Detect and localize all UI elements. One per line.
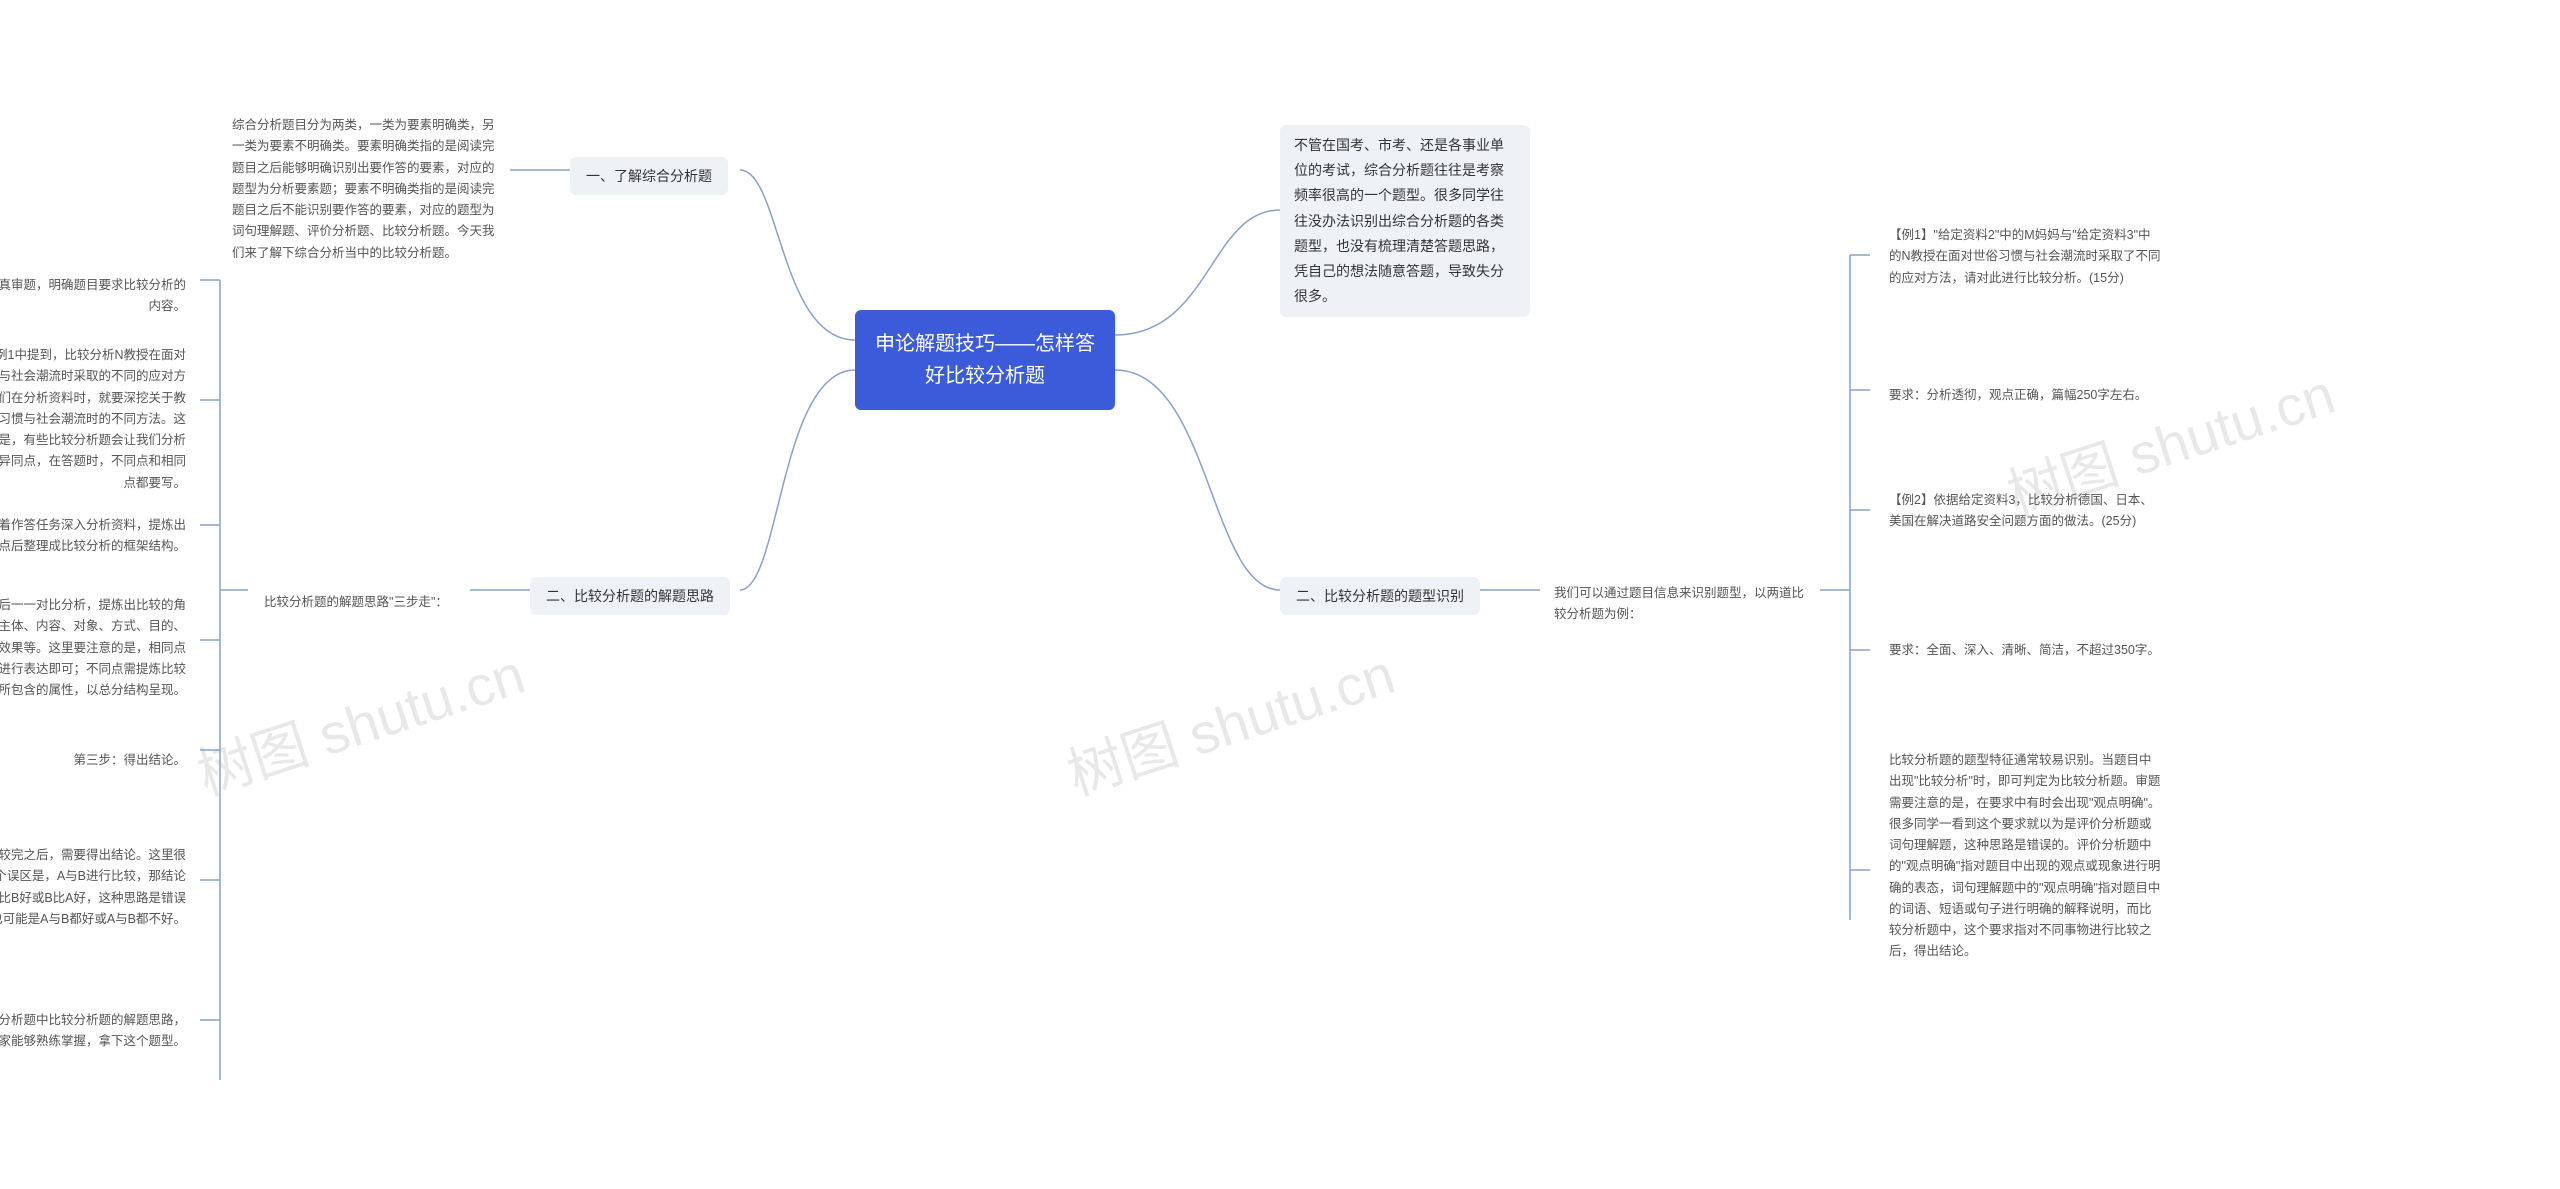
left-b2-l4: 把要点找到后一一对比分析，提炼出比较的角度，可能有主体、内容、对象、方式、目的、… <box>0 585 200 711</box>
root-node: 申论解题技巧——怎样答好比较分析题 <box>855 310 1115 410</box>
left-b1-leaf: 综合分析题目分为两类，一类为要素明确类，另一类为要素不明确类。要素明确类指的是阅… <box>218 105 513 274</box>
left-branch-2: 二、比较分析题的解题思路 <box>530 577 730 615</box>
right-b2-l1: 【例1】"给定资料2"中的M妈妈与"给定资料3"中的N教授在面对世俗习惯与社会潮… <box>1875 215 2175 299</box>
right-b2-l5: 比较分析题的题型特征通常较易识别。当题目中出现"比较分析"时，即可判定为比较分析… <box>1875 740 2175 973</box>
watermark: 树图 shutu.cn <box>186 630 534 812</box>
right-b2-l3: 【例2】依据给定资料3，比较分析德国、日本、美国在解决道路安全问题方面的做法。(… <box>1875 480 2175 543</box>
left-b2-l3: 第二步：带着作答任务深入分析资料，提炼出要点后整理成比较分析的框架结构。 <box>0 505 200 568</box>
right-b2-l4: 要求：全面、深入、清晰、简洁，不超过350字。 <box>1875 630 2175 671</box>
left-b2-l1: 第一步：认真审题，明确题目要求比较分析的内容。 <box>0 265 200 328</box>
left-b2-l2: 例如上文例1中提到，比较分析N教授在面对世俗习惯与社会潮流时采取的不同的应对方法… <box>0 335 200 504</box>
left-b2-sub: 比较分析题的解题思路"三步走"： <box>250 582 470 623</box>
right-intro-box: 不管在国考、市考、还是各事业单位的考试，综合分析题往往是考察频率很高的一个题型。… <box>1280 125 1530 317</box>
left-b2-l7: 以上为综合分析题中比较分析题的解题思路，希望大家能够熟练掌握，拿下这个题型。 <box>0 1000 200 1063</box>
left-branch-1: 一、了解综合分析题 <box>570 157 728 195</box>
left-b2-l5: 第三步：得出结论。 <box>0 740 200 781</box>
right-branch-2: 二、比较分析题的题型识别 <box>1280 577 1480 615</box>
right-b2-l2: 要求：分析透彻，观点正确，篇幅250字左右。 <box>1875 375 2175 416</box>
watermark: 树图 shutu.cn <box>1056 630 1404 812</box>
right-b2-sub: 我们可以通过题目信息来识别题型，以两道比较分析题为例： <box>1540 573 1820 636</box>
left-b2-l6: 不同对象比较完之后，需要得出结论。这里很多同学有个误区是，A与B进行比较，那结论… <box>0 835 200 940</box>
